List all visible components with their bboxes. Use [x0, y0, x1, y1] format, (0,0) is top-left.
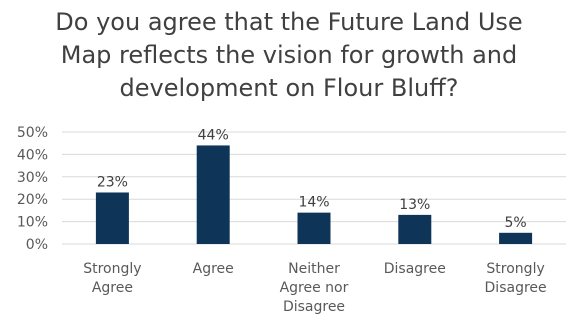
data-label-3: 13%	[399, 197, 430, 213]
category-label-1: Agree	[193, 261, 234, 277]
gridlines	[62, 131, 566, 245]
category-label-0: Strongly Agree	[83, 261, 141, 296]
y-tick-label-4: 40%	[17, 147, 48, 163]
y-axis-tick-labels: 0% 10% 20% 30% 40% 50%	[17, 125, 48, 253]
chart-title-line-2: Map reflects the vision for growth and	[60, 41, 518, 69]
data-label-4: 5%	[504, 215, 526, 231]
category-label-4: Strongly Disagree	[485, 261, 547, 296]
bar-0	[95, 192, 129, 244]
y-tick-label-5: 50%	[17, 125, 48, 141]
y-tick-label-1: 10%	[17, 215, 48, 231]
bar-2	[297, 212, 331, 244]
bar-3	[398, 214, 432, 244]
y-tick-label-3: 30%	[17, 170, 48, 186]
y-tick-label-0: 0%	[26, 237, 48, 253]
data-label-0: 23%	[97, 174, 128, 190]
data-labels: 23% 44% 14% 13% 5%	[97, 127, 527, 230]
bar-4	[499, 232, 533, 244]
y-tick-label-2: 20%	[17, 192, 48, 208]
data-label-2: 14%	[298, 195, 329, 211]
chart-title-line-3: development on Flour Bluff?	[119, 74, 459, 102]
data-label-1: 44%	[198, 127, 229, 143]
bar-1	[196, 145, 230, 244]
chart-title: Do you agree that the Future Land Use Ma…	[0, 6, 578, 105]
category-label-2: Neither Agree nor Disagree	[280, 261, 349, 315]
chart-title-line-1: Do you agree that the Future Land Use	[55, 8, 523, 36]
category-labels: Strongly Agree Agree Neither Agree nor Disagr…	[83, 261, 546, 315]
category-label-3: Disagree	[384, 261, 446, 277]
bars	[95, 145, 533, 244]
